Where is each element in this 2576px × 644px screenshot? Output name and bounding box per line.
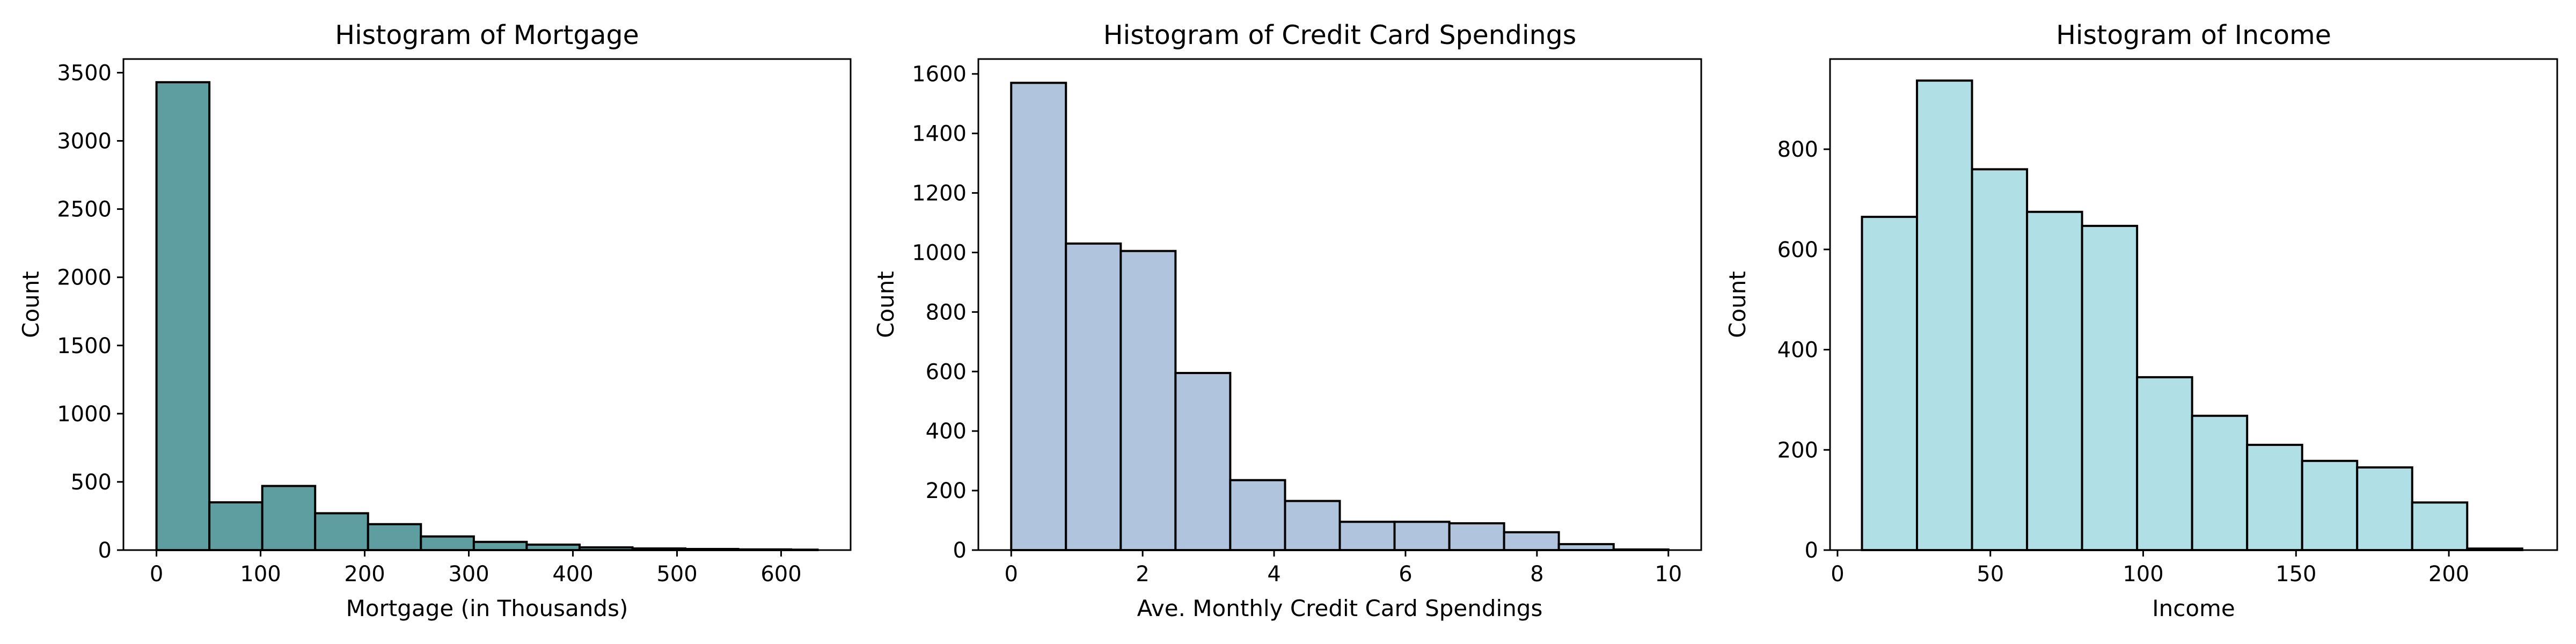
y-tick-label: 0 — [953, 538, 967, 563]
histogram-bar — [2191, 414, 2249, 551]
y-tick-label: 3000 — [57, 129, 112, 154]
x-tick-label: 10 — [1655, 562, 1682, 587]
histogram-bar — [1861, 216, 1919, 552]
histogram-bar — [525, 543, 581, 551]
x-axis-label: Mortgage (in Thousands) — [346, 595, 628, 621]
histogram-bar — [155, 81, 211, 552]
chart-panel-1: 0 100 200 300 400 500 600 0 500 1000 1500 2000 2500 3… — [18, 20, 852, 621]
y-tick-label: 1000 — [912, 240, 967, 265]
x-tick-label: 50 — [1977, 562, 2004, 587]
y-tick-label: 800 — [926, 300, 967, 325]
histogram-bar — [1284, 500, 1341, 551]
histogram-bar — [1916, 79, 1973, 552]
x-tick-label: 0 — [150, 562, 163, 587]
y-tick-label: 200 — [1777, 438, 1818, 463]
x-tick-label: 0 — [1005, 562, 1018, 587]
x-tick-label: 150 — [2275, 562, 2316, 587]
histogram-bar — [1338, 521, 1396, 551]
histogram-bar — [261, 485, 317, 552]
y-tick-label: 2500 — [57, 197, 112, 222]
x-axis-label: Income — [2152, 595, 2235, 621]
histogram-bar — [1503, 531, 1560, 552]
y-tick-label: 600 — [926, 360, 967, 384]
y-tick-label: 1000 — [57, 402, 112, 427]
x-tick-label: 100 — [2123, 562, 2163, 587]
y-tick-label: 800 — [1777, 137, 1818, 162]
x-axis-label: Ave. Monthly Credit Card Spendings — [1137, 595, 1543, 621]
y-tick-label: 2000 — [57, 266, 112, 290]
x-tick-label: 0 — [1831, 562, 1844, 587]
x-tick-label: 6 — [1399, 562, 1412, 587]
chart-title: Histogram of Credit Card Spendings — [1103, 20, 1577, 50]
histogram-bar — [2301, 459, 2359, 552]
histogram-bar — [1971, 168, 2029, 552]
histogram-bar — [2081, 224, 2139, 551]
histogram-bar — [367, 523, 422, 551]
x-tick-label: 600 — [760, 562, 801, 587]
histogram-bar — [1174, 372, 1232, 552]
x-tick-label: 300 — [448, 562, 489, 587]
histogram-bar — [1119, 250, 1177, 551]
histogram-bar — [2136, 376, 2193, 551]
y-axis-label: Count — [18, 271, 44, 338]
y-tick-label: 0 — [98, 538, 112, 563]
chart-panel-2: 0 2 4 6 8 10 0 200 400 600 800 1000 1200 1400 1600 Hist… — [873, 20, 1702, 621]
histogram-bar — [1393, 521, 1451, 551]
histogram-bar — [2026, 210, 2083, 552]
histogram-bar — [420, 535, 475, 551]
histogram-bar — [1557, 543, 1615, 552]
y-tick-label: 200 — [926, 479, 967, 503]
histogram-bar — [314, 512, 369, 551]
histogram-bar — [2246, 443, 2303, 552]
histogram-bar — [1229, 479, 1286, 551]
x-tick-label: 4 — [1267, 562, 1280, 587]
histogram-bar — [1448, 522, 1505, 551]
y-axis-label: Count — [1724, 271, 1751, 338]
y-tick-label: 500 — [71, 470, 112, 495]
histogram-bar — [2356, 466, 2413, 551]
x-tick-label: 400 — [552, 562, 593, 587]
histogram-bar — [1065, 242, 1122, 551]
y-axis-label: Count — [873, 271, 899, 338]
chart-title: Histogram of Mortgage — [335, 20, 639, 50]
x-tick-label: 8 — [1530, 562, 1543, 587]
histogram-bar — [2411, 501, 2469, 552]
x-tick-label: 200 — [344, 562, 385, 587]
x-tick-label: 100 — [240, 562, 281, 587]
plot-frame — [122, 58, 852, 551]
y-tick-label: 600 — [1777, 238, 1818, 262]
y-tick-label: 1400 — [912, 122, 967, 147]
x-tick-label: 500 — [656, 562, 697, 587]
y-tick-label: 1600 — [912, 62, 967, 87]
y-tick-label: 3500 — [57, 61, 112, 85]
plot-frame — [1829, 58, 2558, 551]
y-tick-label: 400 — [1777, 338, 1818, 363]
y-tick-label: 0 — [1805, 538, 1818, 563]
x-tick-label: 200 — [2428, 562, 2469, 587]
chart-title: Histogram of Income — [2056, 20, 2331, 50]
histogram-bar — [472, 540, 528, 551]
x-tick-label: 2 — [1136, 562, 1149, 587]
y-tick-label: 400 — [926, 419, 967, 444]
chart-panel-3: 0 50 100 150 200 0 200 400 600 800 Histogram of In… — [1724, 20, 2558, 621]
histogram-bar — [208, 501, 264, 552]
y-tick-label: 1200 — [912, 181, 967, 206]
y-tick-label: 1500 — [57, 334, 112, 358]
plot-frame — [977, 58, 1702, 551]
histogram-bar — [1010, 82, 1067, 551]
